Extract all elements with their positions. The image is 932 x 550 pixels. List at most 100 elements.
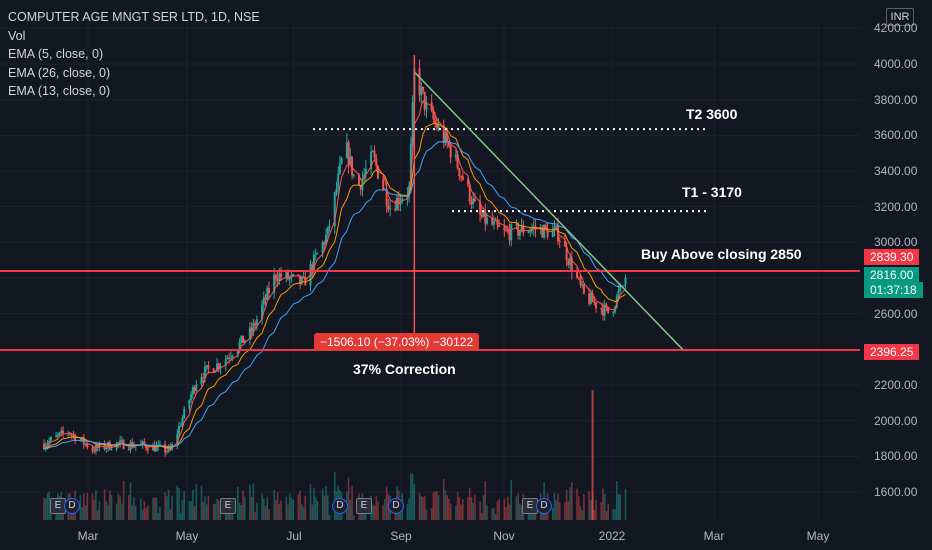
candle-body xyxy=(119,440,122,444)
chart-legend: COMPUTER AGE MNGT SER LTD, 1D, NSE Vol E… xyxy=(8,8,260,101)
volume-bar xyxy=(425,509,428,520)
candle-body xyxy=(434,119,437,123)
candle-body xyxy=(203,366,206,379)
candle-body xyxy=(62,430,65,434)
candle-body xyxy=(432,110,435,120)
volume-bar xyxy=(474,494,476,520)
indicator-ema-13[interactable]: EMA (13, close, 0) xyxy=(8,84,111,98)
indicator-volume[interactable]: Vol xyxy=(8,28,26,43)
candle-body xyxy=(158,444,161,446)
candle-body xyxy=(316,253,319,255)
volume-bar xyxy=(131,505,134,520)
volume-bar xyxy=(577,496,580,520)
candle-body xyxy=(522,225,525,233)
price-tick-label: 2200.00 xyxy=(874,378,918,392)
currency-button[interactable]: INR xyxy=(886,8,914,26)
candle-body xyxy=(492,221,495,225)
candle-body xyxy=(274,274,277,279)
volume-bar xyxy=(264,505,267,520)
volume-bar xyxy=(204,495,206,520)
buy-condition-label[interactable]: Buy Above closing 2850 xyxy=(641,246,802,262)
volume-bar xyxy=(603,493,606,520)
volume-bar xyxy=(304,495,307,520)
earnings-event-icon[interactable]: E xyxy=(356,498,372,514)
candle-body xyxy=(58,432,61,435)
volume-bar xyxy=(214,503,217,520)
candle-body xyxy=(202,377,205,379)
volume-bar xyxy=(557,493,559,520)
dividend-event-icon[interactable]: D xyxy=(536,498,552,514)
volume-bar xyxy=(493,507,495,520)
volume-bar xyxy=(529,508,532,520)
candle-body xyxy=(110,449,113,451)
volume-bar xyxy=(444,490,447,520)
candle-body xyxy=(205,365,208,367)
volume-bar xyxy=(553,493,556,520)
candle-body xyxy=(217,363,220,369)
volume-bar xyxy=(605,511,608,520)
dividend-event-icon[interactable]: D xyxy=(332,498,348,514)
volume-bar xyxy=(176,485,179,520)
candle-body xyxy=(276,278,279,281)
candle-body xyxy=(612,311,615,313)
candle-body xyxy=(96,444,99,448)
candle-body xyxy=(176,434,179,445)
measure-tool-label[interactable]: −1506.10 (−37.03%) −30122 xyxy=(314,333,480,351)
target-2-label[interactable]: T2 3600 xyxy=(686,106,738,122)
ema-5-line xyxy=(43,99,626,450)
volume-bar xyxy=(372,504,374,520)
candle-body xyxy=(216,363,219,371)
volume-bar xyxy=(571,482,573,520)
candle-body xyxy=(411,102,414,145)
volume-bar xyxy=(486,505,488,520)
volume-bar xyxy=(143,500,146,520)
volume-bar xyxy=(352,515,355,520)
indicator-ema-5[interactable]: EMA (5, close, 0) xyxy=(8,47,104,61)
candle-body xyxy=(581,284,584,286)
volume-bar xyxy=(145,507,147,520)
volume-bar xyxy=(256,502,258,520)
bar-countdown-badge: 01:37:18 xyxy=(864,282,923,298)
candle-body xyxy=(553,227,556,231)
candle-body xyxy=(382,178,385,190)
volume-bar xyxy=(423,495,426,520)
volume-bar xyxy=(432,492,435,520)
volume-bar xyxy=(226,509,229,520)
candle-body xyxy=(94,444,97,452)
volume-bar xyxy=(430,508,433,520)
candle-body xyxy=(181,418,184,427)
candle-body xyxy=(105,447,108,449)
earnings-event-icon[interactable]: E xyxy=(50,498,66,514)
candle-body xyxy=(437,125,440,129)
candle-body xyxy=(461,176,464,180)
candle-body xyxy=(60,430,63,433)
volume-bar xyxy=(406,503,409,520)
price-tick-label: 2000.00 xyxy=(874,413,918,428)
candle-body xyxy=(567,260,570,265)
candle-body xyxy=(146,448,149,451)
candle-body xyxy=(290,274,293,278)
dividend-event-icon[interactable]: D xyxy=(64,498,80,514)
dividend-event-icon[interactable]: D xyxy=(388,498,404,514)
candle-body xyxy=(167,446,170,452)
candle-body xyxy=(425,102,428,110)
earnings-event-icon[interactable]: E xyxy=(220,498,236,514)
volume-bar xyxy=(323,495,326,520)
volume-bar xyxy=(481,513,483,520)
candle-body xyxy=(345,142,348,159)
candle-body xyxy=(352,175,355,177)
ema-26-line xyxy=(43,140,626,450)
correction-label[interactable]: 37% Correction xyxy=(353,361,456,377)
volume-bar xyxy=(141,509,144,520)
indicator-ema-26[interactable]: EMA (26, close, 0) xyxy=(8,65,111,80)
volume-bar xyxy=(508,504,511,520)
candle-body xyxy=(518,231,521,236)
volume-bar xyxy=(121,503,123,520)
volume-bar xyxy=(564,502,566,520)
target-1-label[interactable]: T1 - 3170 xyxy=(682,184,742,200)
volume-bar xyxy=(588,491,590,520)
volume-bar xyxy=(458,496,461,520)
candle-body xyxy=(576,271,579,278)
candle-body xyxy=(349,156,352,165)
